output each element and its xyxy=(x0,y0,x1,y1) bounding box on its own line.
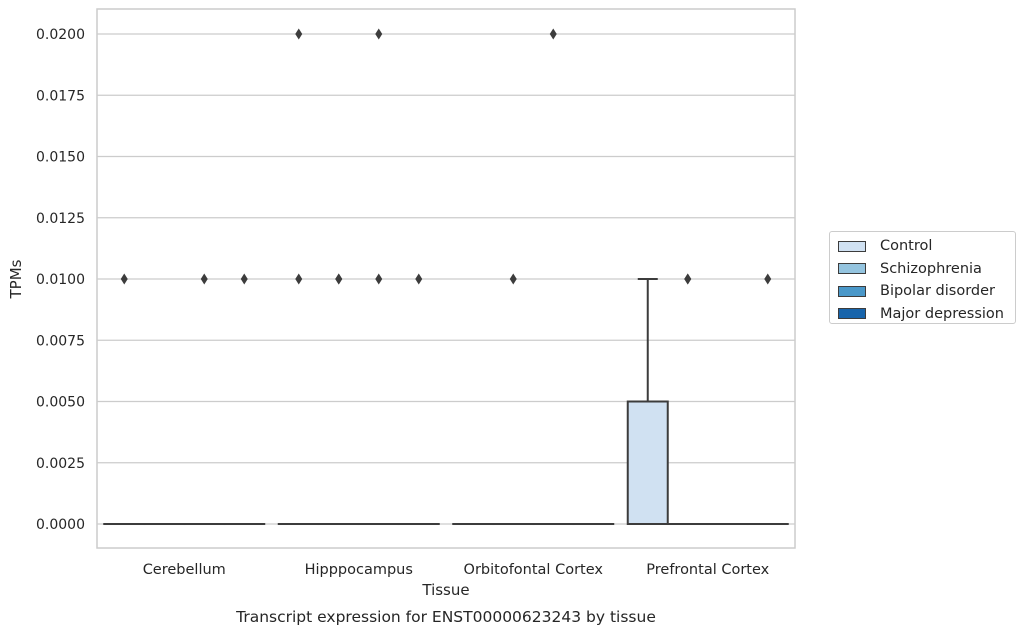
outlier-point xyxy=(509,273,517,285)
legend-item: Major depression xyxy=(838,303,1015,326)
y-tick-label: 0.0125 xyxy=(36,211,85,227)
box-series-group xyxy=(103,28,789,526)
legend-swatch xyxy=(838,308,866,320)
box-bipolar-disorder xyxy=(532,28,575,526)
outlier-point xyxy=(200,273,208,285)
box-major-depression xyxy=(746,273,789,526)
y-tick-label: 0.0175 xyxy=(36,88,85,104)
box-control xyxy=(103,273,146,526)
plot-area-frame xyxy=(96,8,796,549)
legend-swatch xyxy=(838,263,866,275)
y-tick-label: 0.0200 xyxy=(36,27,85,43)
x-tick-label: Orbitofontal Cortex xyxy=(464,562,604,578)
legend-swatch xyxy=(838,240,866,252)
outlier-point xyxy=(295,28,303,40)
box-major-depression xyxy=(223,273,266,526)
outlier-point xyxy=(335,273,343,285)
y-tick-label: 0.0000 xyxy=(36,517,85,533)
box-body xyxy=(626,400,669,525)
box-bipolar-disorder xyxy=(183,273,226,526)
outlier-point xyxy=(684,273,692,285)
outlier-point xyxy=(240,273,248,285)
legend-label: Control xyxy=(880,238,933,255)
chart-title: Transcript expression for ENST0000062324… xyxy=(235,608,656,626)
box-control xyxy=(277,28,320,526)
legend-label: Bipolar disorder xyxy=(880,283,995,300)
box-schizophrenia xyxy=(666,273,709,526)
y-tick-label: 0.0075 xyxy=(36,333,85,349)
legend-item: Schizophrenia xyxy=(838,258,1015,281)
x-tick-label: Hipppocampus xyxy=(305,562,413,578)
y-tick-label: 0.0100 xyxy=(36,272,85,288)
y-gridlines xyxy=(97,33,795,525)
outlier-point xyxy=(295,273,303,285)
legend-swatch xyxy=(838,285,866,297)
outlier-point xyxy=(375,28,383,40)
legend-label: Schizophrenia xyxy=(880,260,982,277)
legend-label: Major depression xyxy=(880,305,1004,322)
outlier-point xyxy=(549,28,557,40)
legend-item: Bipolar disorder xyxy=(838,280,1015,303)
x-tick-label: Prefrontal Cortex xyxy=(646,562,769,578)
x-tick-label: Cerebellum xyxy=(143,562,226,578)
box-schizophrenia xyxy=(317,273,360,526)
outlier-point xyxy=(375,273,383,285)
y-tick-label: 0.0150 xyxy=(36,150,85,166)
legend-item: Control xyxy=(838,235,1015,258)
y-tick-label: 0.0050 xyxy=(36,395,85,411)
x-tick-labels: Cerebellum Hipppocampus Orbitofontal Corte… xyxy=(143,562,770,578)
outlier-point xyxy=(764,273,772,285)
box-bipolar-disorder xyxy=(357,28,400,526)
y-tick-label: 0.0025 xyxy=(36,456,85,472)
y-tick-labels: 0.0000 0.0025 0.0050 0.0075 0.0100 0.0125 0.01… xyxy=(36,27,85,533)
legend: Control Schizophrenia Bipolar disorder Majo… xyxy=(829,231,1016,324)
outlier-point xyxy=(120,273,128,285)
box-major-depression xyxy=(397,273,440,526)
x-axis-label: Tissue xyxy=(421,581,469,599)
box-control xyxy=(626,278,669,525)
box-schizophrenia xyxy=(492,273,535,526)
outlier-point xyxy=(415,273,423,285)
y-axis-label: TPMs xyxy=(7,259,25,299)
